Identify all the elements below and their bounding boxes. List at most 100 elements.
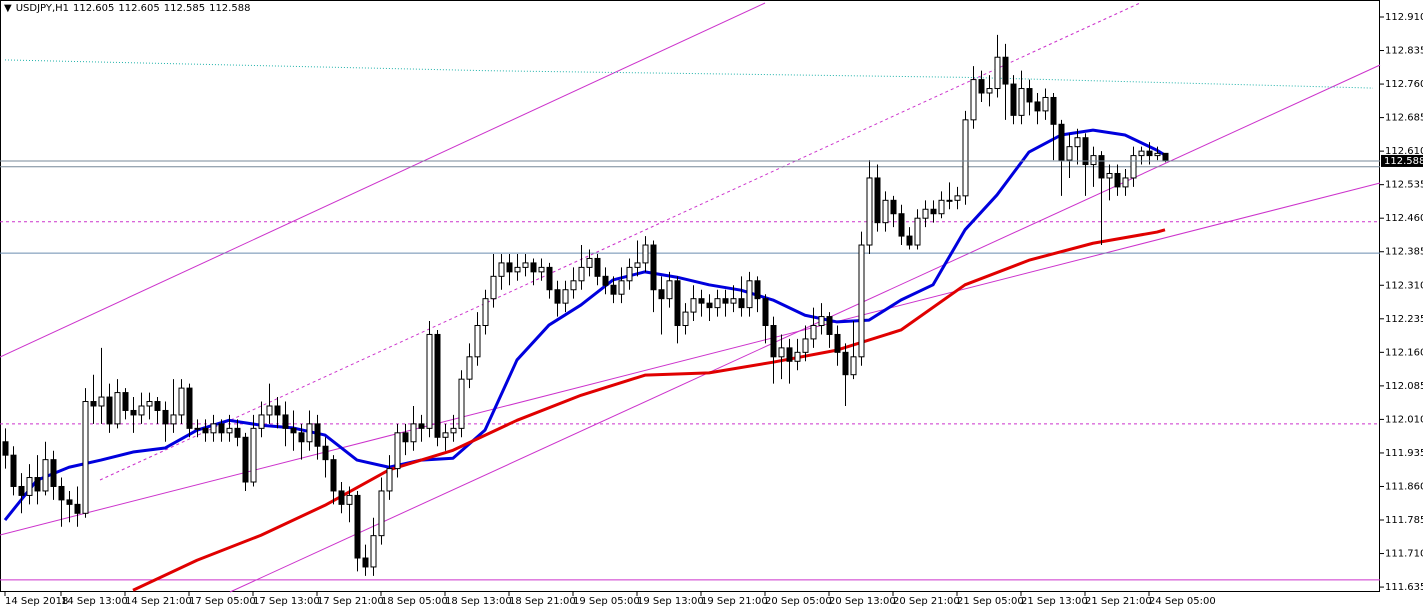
x-tick-label: 14 Sep 2018 (5, 596, 68, 607)
candle-body (690, 298, 697, 313)
candle-body (714, 298, 721, 309)
candle-body (194, 427, 201, 430)
candle-body (410, 423, 417, 443)
candle-body (818, 316, 825, 327)
x-tick-label: 21 Sep 21:00 (1085, 596, 1152, 607)
candle-body (370, 535, 377, 568)
y-tick-label: 112.685 (1385, 113, 1423, 124)
y-tick-label: 111.710 (1385, 549, 1423, 560)
candle-body (802, 338, 809, 353)
candle-body (922, 208, 929, 219)
candle-body (418, 423, 425, 429)
candle-body (1082, 137, 1089, 166)
candle-body (634, 262, 641, 268)
y-tick-label: 112.235 (1385, 314, 1423, 325)
candle-body (1034, 101, 1041, 112)
candle-body (162, 409, 169, 425)
candle-body (946, 199, 953, 202)
candle-body (1106, 172, 1113, 179)
candle-body (18, 485, 25, 496)
candle-body (1146, 150, 1153, 157)
y-tick-label: 112.910 (1385, 12, 1423, 23)
candle-body (914, 217, 921, 246)
trendline (0, 182, 1381, 536)
candle-body (650, 244, 657, 291)
candle-body (1074, 137, 1081, 148)
candle-body (26, 477, 33, 496)
candle-body (762, 298, 769, 327)
candle-body (170, 414, 177, 425)
x-tick-label: 20 Sep 05:00 (765, 596, 832, 607)
candle-body (1162, 152, 1169, 162)
x-tick-label: 20 Sep 13:00 (829, 596, 896, 607)
candle-body (258, 414, 265, 429)
candle-body (1154, 152, 1161, 157)
candle-body (50, 459, 57, 487)
y-tick-label: 112.160 (1385, 347, 1423, 358)
candle-body (770, 325, 777, 358)
x-tick-label: 19 Sep 05:00 (573, 596, 640, 607)
candle-body (242, 436, 249, 483)
candle-body (842, 351, 849, 376)
y-tick-label: 111.935 (1385, 448, 1423, 459)
high: 112.605 (118, 3, 160, 14)
chart-header: ▼ USDJPY,H1 112.605 112.605 112.585 112.588 (4, 3, 254, 14)
candle-body (570, 280, 577, 291)
candle-body (1138, 150, 1145, 157)
candle-body (938, 199, 945, 215)
close: 112.588 (209, 3, 251, 14)
trendline (0, 2, 766, 358)
candle-body (426, 333, 433, 429)
candle-body (970, 79, 977, 121)
candle-body (586, 257, 593, 268)
candle-body (850, 356, 857, 376)
candle-body (898, 213, 905, 237)
candle-body (754, 280, 761, 300)
candle-body (658, 289, 665, 300)
candle-body (106, 396, 113, 425)
candle-body (594, 257, 601, 277)
candle-body (122, 392, 129, 411)
indicator-line (3, 128, 1166, 521)
x-tick-label: 18 Sep 13:00 (445, 596, 512, 607)
candle-body (546, 266, 553, 291)
trendline (99, 2, 1141, 481)
candle-body (114, 392, 121, 425)
candle-body (306, 423, 313, 443)
x-tick-label: 21 Sep 05:00 (957, 596, 1024, 607)
candle-body (1122, 177, 1129, 188)
candle-body (154, 401, 161, 411)
candle-body (234, 427, 241, 438)
candle-body (394, 432, 401, 470)
candle-body (434, 333, 441, 438)
candle-body (34, 477, 41, 492)
candle-body (1002, 56, 1009, 85)
candle-body (138, 405, 145, 416)
candle-body (74, 503, 81, 514)
candle-body (490, 275, 497, 300)
candle-body (58, 485, 65, 501)
candle-body (226, 427, 233, 434)
candle-body (506, 262, 513, 273)
y-tick-label: 112.835 (1385, 46, 1423, 57)
y-tick-label: 112.535 (1385, 180, 1423, 191)
x-tick-label: 18 Sep 05:00 (381, 596, 448, 607)
candle-body (466, 356, 473, 380)
symbol: USDJPY,H1 (15, 3, 69, 14)
candle-body (482, 298, 489, 327)
candle-body (1130, 155, 1137, 179)
candle-body (82, 401, 89, 514)
y-tick-label: 111.785 (1385, 515, 1423, 526)
candle-body (1026, 88, 1033, 103)
x-tick-label: 14 Sep 21:00 (125, 596, 192, 607)
candle-body (826, 316, 833, 335)
x-tick-label: 18 Sep 21:00 (509, 596, 576, 607)
candle-body (610, 284, 617, 295)
y-tick-label: 112.610 (1385, 146, 1423, 157)
candle-body (874, 177, 881, 224)
candle-body (554, 289, 561, 304)
candle-body (10, 454, 17, 487)
candle-body (1098, 155, 1105, 179)
candle-body (858, 244, 865, 358)
candle-body (1050, 96, 1057, 125)
